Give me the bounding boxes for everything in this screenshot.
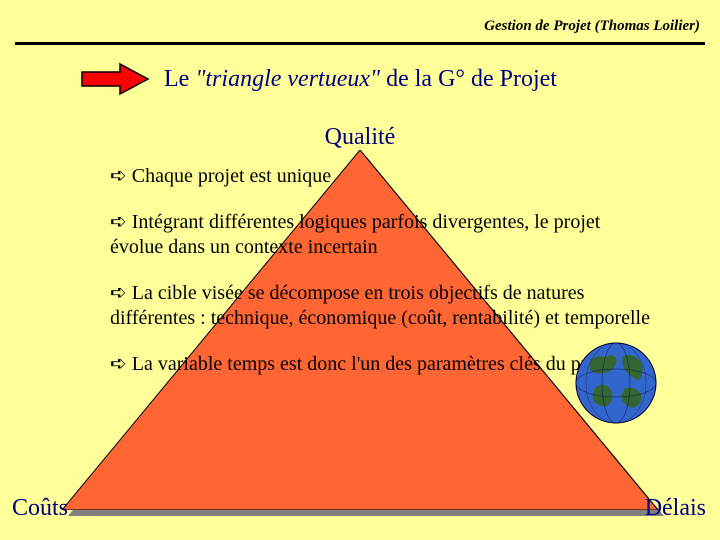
bullet-text: La variable temps est donc l'un des para…	[132, 353, 618, 375]
bullet-item: ➪ Intégrant différentes logiques parfois…	[110, 210, 650, 259]
title-suffix: de la G° de Projet	[380, 66, 557, 92]
bullet-arrow-icon: ➪	[110, 165, 127, 187]
bullet-text: La cible visée se décompose en trois obj…	[110, 282, 650, 328]
bullet-item: ➪ La cible visée se décompose en trois o…	[110, 281, 650, 330]
vertex-label-left: Coûts	[12, 495, 68, 522]
title-row: Le "triangle vertueux" de la G° de Proje…	[0, 62, 720, 96]
bullet-arrow-icon: ➪	[110, 211, 127, 233]
bullet-list: ➪ Chaque projet est unique ➪ Intégrant d…	[110, 164, 650, 398]
vertex-label-top: Qualité	[0, 124, 720, 151]
arrow-icon	[80, 62, 150, 96]
bullet-text: Chaque projet est unique	[132, 165, 331, 187]
bullet-item: ➪ Chaque projet est unique	[110, 164, 650, 188]
bullet-arrow-icon: ➪	[110, 282, 127, 304]
bullet-arrow-icon: ➪	[110, 353, 127, 375]
header-citation: Gestion de Projet (Thomas Loilier)	[484, 18, 700, 35]
bullet-text: Intégrant différentes logiques parfois d…	[110, 211, 600, 257]
title-italic: "triangle vertueux"	[195, 66, 380, 92]
vertex-label-right: Délais	[645, 495, 706, 522]
bullet-item: ➪ La variable temps est donc l'un des pa…	[110, 352, 650, 376]
header-divider	[15, 42, 705, 45]
slide-title: Le "triangle vertueux" de la G° de Proje…	[164, 66, 557, 93]
globe-icon	[575, 342, 657, 424]
title-prefix: Le	[164, 66, 195, 92]
